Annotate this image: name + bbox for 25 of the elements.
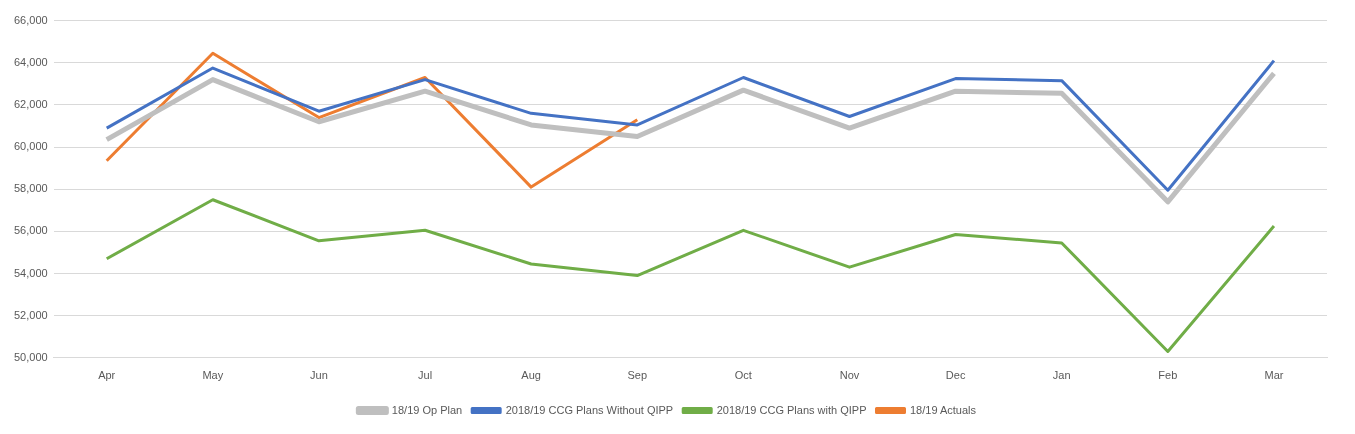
y-tick-label: 64,000 [13, 55, 48, 68]
y-tick-label: 60,000 [13, 140, 48, 153]
x-tick-label: Dec [945, 369, 966, 382]
legend-label: 18/19 Actuals [910, 403, 977, 416]
legend-label: 2018/19 CCG Plans Without QIPP [505, 403, 674, 416]
x-tick-label: Aug [521, 369, 541, 382]
y-tick-label: 50,000 [13, 350, 48, 363]
x-tick-label: Jul [418, 369, 433, 382]
y-tick-label: 66,000 [13, 13, 48, 26]
x-tick-label: Jan [1052, 369, 1071, 382]
y-tick-label: 54,000 [13, 266, 48, 279]
x-tick-label: Jun [310, 369, 328, 382]
legend-label: 18/19 Op Plan [391, 403, 463, 416]
x-tick-label: May [202, 369, 224, 382]
y-tick-label: 56,000 [13, 224, 48, 237]
x-tick-label: Apr [98, 369, 116, 382]
x-tick-label: Oct [734, 369, 752, 382]
y-tick-label: 58,000 [13, 182, 48, 195]
x-tick-label: Nov [839, 369, 860, 382]
x-tick-label: Sep [627, 369, 648, 382]
y-tick-label: 62,000 [13, 97, 48, 110]
x-tick-label: Feb [1158, 369, 1178, 382]
x-tick-label: Mar [1264, 369, 1284, 382]
y-tick-label: 52,000 [13, 308, 48, 321]
legend-label: 2018/19 CCG Plans with QIPP [716, 403, 867, 416]
